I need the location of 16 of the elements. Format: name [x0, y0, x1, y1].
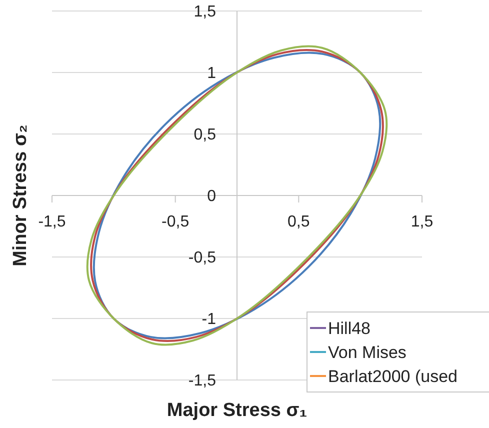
y-tick-label: -0,5	[188, 250, 216, 267]
legend-label: Barlat2000 (used	[328, 366, 458, 386]
x-axis-title: Major Stress σ₁	[166, 400, 308, 421]
legend-label: Von Mises	[328, 342, 406, 362]
x-tick-label: -1,5	[38, 214, 66, 230]
y-tick-label: 1,5	[194, 4, 216, 21]
y-tick-label: 0	[207, 188, 216, 206]
legend-label: Hill48	[328, 318, 371, 338]
y-axis-title: Minor Stress σ₂	[10, 124, 31, 266]
x-tick-label: 1,5	[410, 214, 434, 230]
y-tick-label: -1	[202, 311, 216, 328]
y-tick-label: -1,5	[188, 372, 216, 390]
x-tick-label: 0,5	[288, 214, 310, 230]
y-tick-label: 0,5	[194, 126, 216, 144]
y-tick-label: 1	[207, 65, 216, 82]
x-tick-label: -0,5	[162, 214, 190, 230]
